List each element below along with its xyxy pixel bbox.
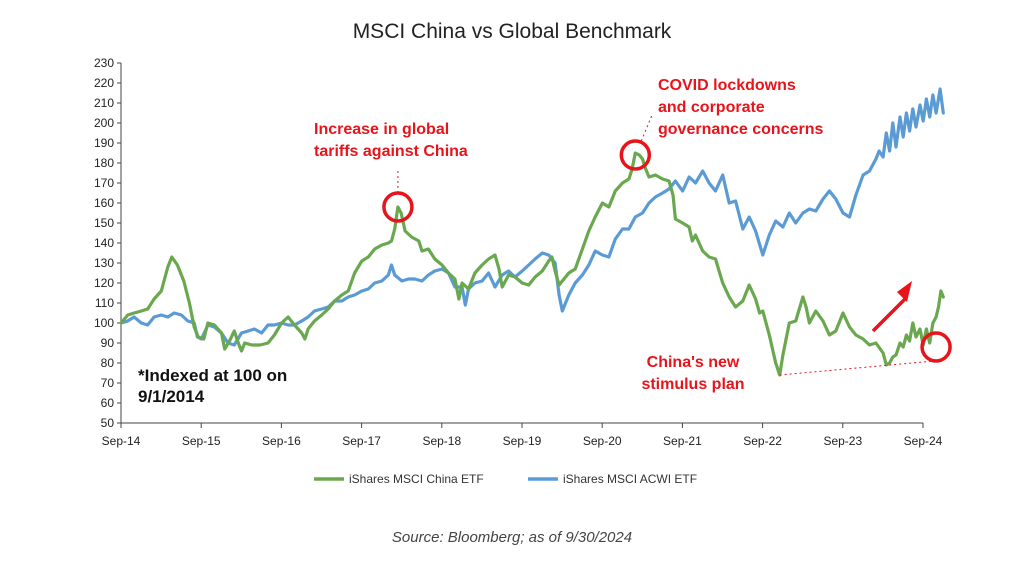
covid-circle [619, 139, 652, 171]
y-tick-label: 120 [94, 276, 114, 290]
indexed-note-line-2: 9/1/2014 [138, 387, 205, 406]
uptrend-arrow-shaft [871, 297, 907, 333]
annotations: Increase in global tariffs against China C… [314, 77, 952, 393]
y-tick-label: 150 [94, 216, 114, 230]
y-tick-label: 220 [94, 76, 114, 90]
chart-title: MSCI China vs Global Benchmark [353, 20, 672, 43]
x-tick-label: Sep-20 [583, 434, 622, 448]
y-tick-label: 190 [94, 136, 114, 150]
y-tick-label: 200 [94, 116, 114, 130]
y-tick-label: 80 [101, 356, 115, 370]
y-tick-label: 170 [94, 176, 114, 190]
covid-leader [640, 114, 653, 142]
tariffs-label: Increase in global tariffs against China [314, 121, 468, 160]
legend: iShares MSCI China ETF iShares MSCI ACWI… [314, 472, 697, 486]
y-tick-label: 130 [94, 256, 114, 270]
indexed-note-line-1: *Indexed at 100 on [138, 366, 287, 385]
y-tick-label: 110 [95, 296, 114, 310]
x-tick-label: Sep-17 [342, 434, 381, 448]
axes: 50 60 70 80 90 100 110 120 130 140 150 160 170 180 190… [94, 56, 943, 448]
stimulus-leader [779, 360, 935, 376]
uptrend-arrow-head [897, 281, 912, 302]
x-tick-label: Sep-19 [503, 434, 542, 448]
y-tick-label: 230 [94, 56, 114, 70]
x-tick-label: Sep-22 [743, 434, 782, 448]
y-tick-label: 60 [101, 396, 115, 410]
x-tick-label: Sep-21 [663, 434, 702, 448]
plot-lines [119, 87, 945, 377]
stimulus-circle [920, 331, 952, 363]
indexed-note: *Indexed at 100 on 9/1/2014 [138, 366, 287, 406]
y-tick-label: 160 [94, 196, 114, 210]
x-tick-label: Sep-16 [262, 434, 301, 448]
series-line-china [119, 151, 945, 377]
y-tick-label: 210 [94, 96, 114, 110]
x-tick-label: Sep-23 [823, 434, 862, 448]
y-tick-label: 140 [94, 236, 114, 250]
y-tick-label: 70 [101, 376, 115, 390]
legend-label-china: iShares MSCI China ETF [349, 472, 484, 486]
stimulus-label: China's new stimulus plan [641, 354, 744, 393]
y-tick-label: 90 [101, 336, 115, 350]
x-tick-label: Sep-14 [102, 434, 141, 448]
x-tick-label: Sep-24 [904, 434, 943, 448]
y-tick-label: 50 [101, 416, 115, 430]
x-tick-label: Sep-15 [182, 434, 221, 448]
covid-label: COVID lockdowns and corporate governance c… [658, 77, 824, 138]
y-tick-label: 180 [94, 156, 114, 170]
source-note: Source: Bloomberg; as of 9/30/2024 [392, 529, 632, 546]
y-tick-label: 100 [94, 316, 114, 330]
x-tick-label: Sep-18 [422, 434, 461, 448]
legend-label-acwi: iShares MSCI ACWI ETF [563, 472, 697, 486]
